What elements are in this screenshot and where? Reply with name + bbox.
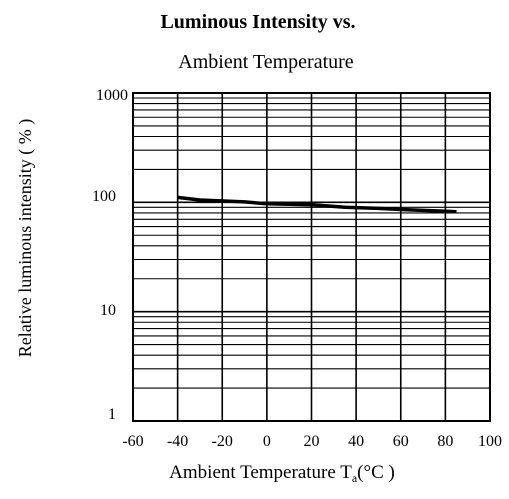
y-tick-labels: 1000 100 10 1 [92,87,128,423]
x-tick-labels: -60 -40 -20 0 20 40 60 80 100 [122,433,502,450]
x-axis-label-unit: (°C ) [357,462,395,483]
x-axis-label-main: Ambient Temperature T [169,462,352,483]
x-tick-label: 20 [304,433,320,450]
series-group [177,195,457,214]
y-axis-label: Relative luminous intensity ( % ) [15,119,36,357]
x-axis-label: Ambient Temperature Ta(°C ) [169,462,395,485]
y-tick-label-10: 10 [100,302,116,319]
y-tick-label-1: 1 [108,406,116,423]
x-tick-label: 100 [478,433,502,450]
x-tick-label: 60 [393,433,409,450]
x-tick-label: -40 [167,433,188,450]
y-tick-label-1000: 1000 [96,87,128,104]
x-tick-label: -20 [212,433,233,450]
chart-title-line1: Luminous Intensity vs. [160,11,355,33]
x-tick-label: 0 [263,433,271,450]
series-line [177,195,457,214]
grid [133,92,490,421]
chart-title-line2: Ambient Temperature [178,51,354,73]
plot-frame [132,92,491,422]
x-tick-label: 40 [348,433,364,450]
x-axis-label-subscript: a [352,471,358,485]
x-tick-label: 80 [437,433,453,450]
x-tick-label: -60 [122,433,143,450]
y-tick-label-100: 100 [92,188,116,205]
